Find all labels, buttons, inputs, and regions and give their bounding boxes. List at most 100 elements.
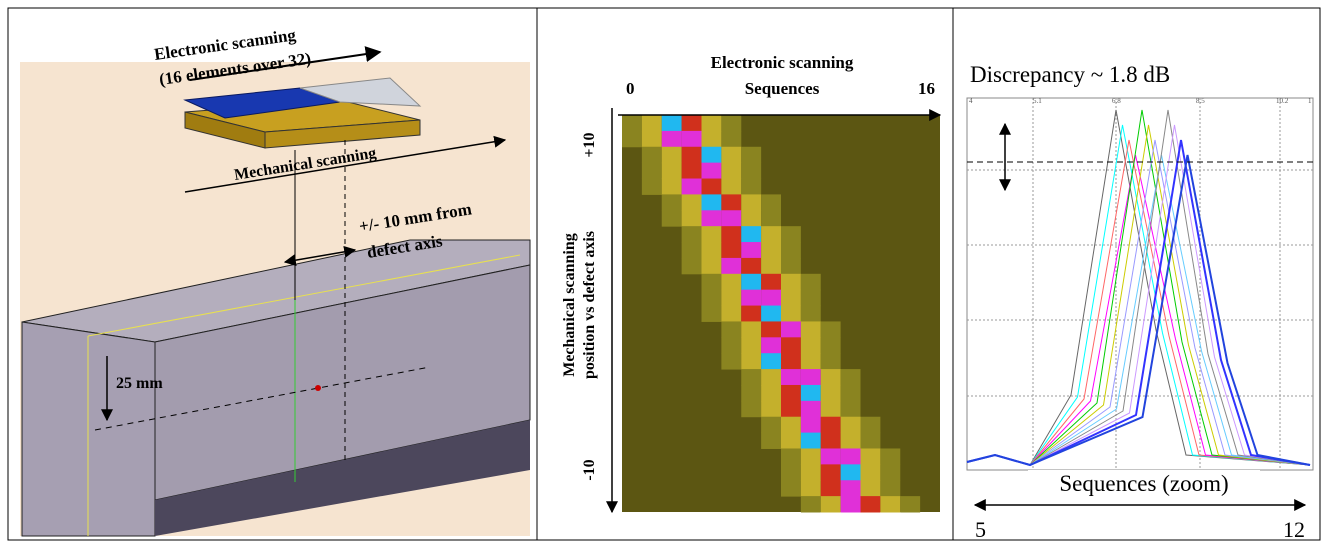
heatmap-cell <box>821 417 841 433</box>
heatmap-cell <box>761 210 781 226</box>
heatmap-cell <box>702 258 722 274</box>
heatmap-cell <box>841 401 861 417</box>
heatmap-cell <box>781 385 801 401</box>
heatmap-cell <box>861 448 881 464</box>
heatmap-cell <box>761 369 781 385</box>
heatmap-cell <box>801 353 821 369</box>
heatmap-cell <box>721 179 741 195</box>
heatmap-cell <box>721 274 741 290</box>
heatmap-cell <box>682 242 702 258</box>
heatmap-cell <box>821 353 841 369</box>
x-start: 5 <box>975 517 986 542</box>
heatmap-cell <box>682 179 702 195</box>
heatmap-cell <box>741 210 761 226</box>
heatmap-cell <box>880 464 900 480</box>
heatmap-cell <box>801 385 821 401</box>
heatmap-cell <box>702 147 722 163</box>
heatmap-cell <box>781 258 801 274</box>
heatmap-cell <box>781 353 801 369</box>
tick-label: 6.8 <box>1112 97 1121 105</box>
defect <box>315 385 321 391</box>
heatmap-cell <box>761 417 781 433</box>
heatmap-cell <box>801 480 821 496</box>
heatmap-cell <box>761 353 781 369</box>
heatmap-cell <box>861 480 881 496</box>
heatmap-cell <box>682 115 702 131</box>
middle-panel: Electronic scanning Sequences 0 16 Mecha… <box>561 53 940 513</box>
heatmap-cell <box>781 321 801 337</box>
heatmap-cell <box>821 464 841 480</box>
heatmap-cell <box>801 448 821 464</box>
heatmap-cell <box>662 163 682 179</box>
heatmap-cell <box>841 448 861 464</box>
heatmap-cell <box>662 179 682 195</box>
heatmap-cell <box>781 417 801 433</box>
heatmap-cell <box>821 433 841 449</box>
heatmap-cell <box>801 496 821 512</box>
heatmap-cell <box>682 163 702 179</box>
heatmap-cell <box>801 433 821 449</box>
heatmap-cell <box>642 179 662 195</box>
heatmap-cell <box>761 337 781 353</box>
heatmap-cell <box>721 115 741 131</box>
heatmap-cell <box>801 401 821 417</box>
heatmap-cell <box>682 258 702 274</box>
heatmap-cell <box>702 274 722 290</box>
heatmap-cell <box>741 321 761 337</box>
heatmap-cell <box>721 258 741 274</box>
tick-label: 4 <box>969 97 973 105</box>
heatmap-cell <box>781 480 801 496</box>
heatmap-cell <box>721 290 741 306</box>
heatmap-cell <box>801 290 821 306</box>
heatmap-cell <box>761 306 781 322</box>
heatmap-cell <box>721 194 741 210</box>
heatmap-cell <box>702 163 722 179</box>
heatmap-cell <box>741 258 761 274</box>
heatmap-cell <box>761 290 781 306</box>
heatmap-cell <box>741 242 761 258</box>
heatmap-cell <box>761 242 781 258</box>
heatmap-cell <box>801 274 821 290</box>
heatmap-cell <box>861 496 881 512</box>
heatmap-cell <box>741 194 761 210</box>
heatmap-cell <box>741 290 761 306</box>
label: Mechanical scanning <box>561 233 578 377</box>
heatmap-cell <box>761 385 781 401</box>
heatmap-cell <box>781 433 801 449</box>
heatmap-cell <box>781 274 801 290</box>
heatmap-cell <box>861 464 881 480</box>
tick-label: 10.2 <box>1276 97 1289 105</box>
heatmap-cell <box>662 210 682 226</box>
heatmap-cell <box>841 433 861 449</box>
plot-area <box>967 98 1313 470</box>
heatmap-cell <box>801 464 821 480</box>
heatmap-cell <box>741 306 761 322</box>
heatmap-cell <box>702 194 722 210</box>
heatmap-cell <box>821 496 841 512</box>
label: +10 <box>581 132 598 157</box>
heatmap-cell <box>642 131 662 147</box>
heatmap-cell <box>781 306 801 322</box>
heatmap-cell <box>781 337 801 353</box>
heatmap-cell <box>702 242 722 258</box>
heatmap-cell <box>702 115 722 131</box>
heatmap-cell <box>721 321 741 337</box>
label: Electronic scanning <box>711 53 854 72</box>
heatmap-cell <box>801 369 821 385</box>
left-panel: Electronic scanning (16 elements over 32… <box>20 25 530 536</box>
heatmap-cell <box>841 480 861 496</box>
heatmap-cell <box>721 226 741 242</box>
heatmap-cell <box>741 385 761 401</box>
heatmap-cell <box>622 131 642 147</box>
heatmap-cell <box>821 401 841 417</box>
heatmap-cell <box>841 369 861 385</box>
heatmap-cell <box>662 115 682 131</box>
heatmap-cell <box>721 306 741 322</box>
heatmap-cell <box>662 194 682 210</box>
heatmap-cell <box>841 464 861 480</box>
heatmap-cell <box>741 401 761 417</box>
heatmap-cell <box>721 131 741 147</box>
heatmap-cell <box>861 417 881 433</box>
label: 25 mm <box>116 375 163 392</box>
title: Discrepancy ~ 1.8 dB <box>970 62 1170 87</box>
